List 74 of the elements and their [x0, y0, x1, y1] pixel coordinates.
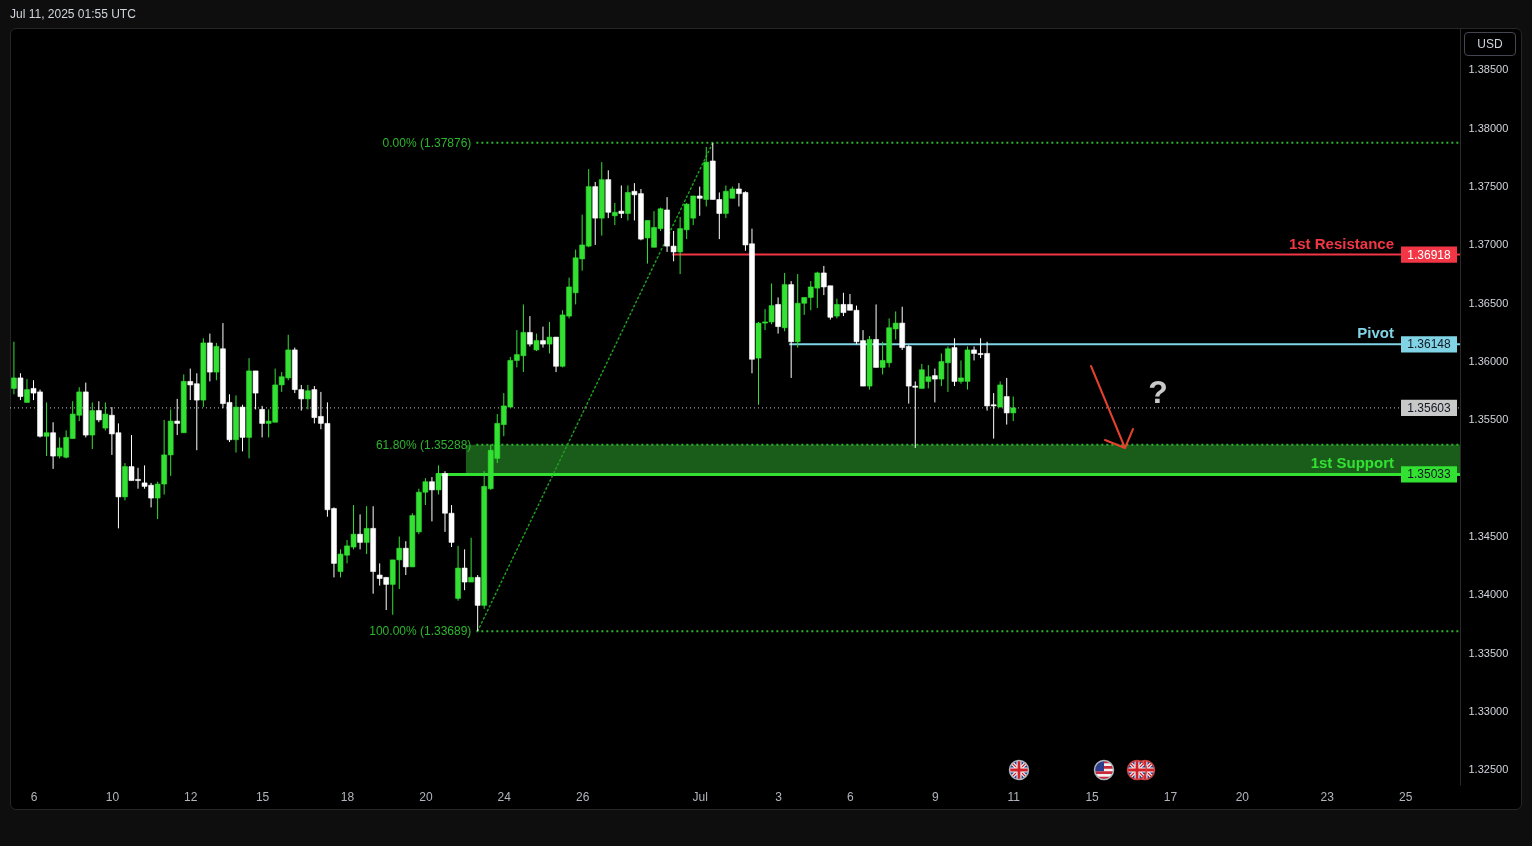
- candlestick: [625, 184, 631, 221]
- annotation: ?: [1148, 374, 1168, 410]
- candlestick: [1010, 396, 1017, 422]
- x-tick-label: 10: [105, 789, 120, 804]
- candlestick: [834, 298, 840, 319]
- x-tick-label: 15: [1085, 789, 1100, 804]
- annotation: 1.35603: [1407, 400, 1452, 415]
- candlestick: [932, 368, 938, 403]
- x-tick-label: 6: [847, 789, 855, 804]
- candlestick: [24, 378, 30, 403]
- x-tick-label: 25: [1398, 789, 1413, 804]
- x-tick-label: 11: [1007, 789, 1021, 804]
- candlestick: [546, 321, 553, 354]
- y-tick-label: 1.33500: [1468, 646, 1509, 659]
- candlestick: [305, 384, 311, 410]
- ref-line-label: 100.00% (1.33689): [369, 624, 472, 639]
- y-tick-label: 1.36500: [1468, 296, 1509, 309]
- candlestick: [259, 405, 265, 438]
- candlestick: [96, 400, 102, 423]
- annotation: 1.36148: [1407, 337, 1452, 352]
- candlestick: [403, 540, 409, 576]
- candlestick: [429, 476, 435, 522]
- y-tick-label: 1.32500: [1468, 763, 1509, 776]
- ref-line-label: 1st Support: [1310, 454, 1394, 472]
- candlestick: [252, 370, 259, 410]
- candlestick: [461, 548, 468, 591]
- x-tick-label: 18: [340, 789, 355, 804]
- x-tick-label: 20: [419, 789, 433, 804]
- y-tick-label: 1.33000: [1468, 705, 1509, 718]
- y-tick-label: 1.34500: [1468, 530, 1509, 543]
- x-tick-label: 6: [30, 789, 38, 804]
- y-tick-label: 1.36000: [1468, 355, 1509, 368]
- x-tick-label: Jul: [692, 789, 708, 804]
- ref-line-label: Pivot: [1357, 324, 1394, 342]
- y-tick-label: 1.37500: [1468, 180, 1509, 193]
- candlestick: [540, 326, 546, 349]
- x-tick-label: 23: [1320, 789, 1335, 804]
- y-tick-label: 1.38000: [1468, 121, 1509, 134]
- x-tick-label: 15: [255, 789, 270, 804]
- candlestick: [435, 464, 442, 496]
- candlestick: [1003, 377, 1010, 426]
- candlestick: [527, 315, 533, 347]
- y-axis-title: USD: [1464, 32, 1516, 56]
- y-tick-label: 1.37000: [1468, 238, 1509, 251]
- y-tick-label: 1.35500: [1468, 413, 1509, 426]
- ref-line-label: 1st Resistance: [1288, 234, 1394, 252]
- ref-line-label: 0.00% (1.37876): [382, 135, 472, 150]
- candlestick: [363, 505, 370, 555]
- candlestick: [618, 184, 625, 219]
- candlestick: [102, 401, 109, 431]
- candlestick: [11, 341, 17, 395]
- annotation: 1.35033: [1407, 467, 1452, 482]
- candlestick: [174, 398, 181, 436]
- x-tick-label: 9: [932, 789, 940, 804]
- text: Jul 11, 2025 01:55 UTC: [10, 7, 136, 21]
- x-tick-label: 3: [775, 789, 783, 804]
- candlestick: [775, 296, 781, 335]
- y-tick-label: 1.38500: [1468, 63, 1509, 76]
- ref-line-label: 61.80% (1.35288): [375, 437, 472, 452]
- candlestick: [997, 380, 1003, 408]
- candlestick: [696, 186, 703, 217]
- candlestick: [612, 202, 618, 226]
- y-tick-label: 1.34000: [1468, 588, 1509, 601]
- candlestick: [357, 513, 363, 550]
- candlestick: [43, 401, 50, 457]
- candlestick: [17, 372, 24, 401]
- x-tick-label: 24: [497, 789, 512, 804]
- x-tick-label: 26: [575, 789, 590, 804]
- x-tick-label: 17: [1163, 789, 1178, 804]
- annotation: 1.36918: [1407, 247, 1452, 262]
- candlestick: [468, 537, 474, 583]
- x-tick-label: 12: [184, 789, 198, 804]
- x-tick-label: 20: [1235, 789, 1250, 804]
- candlestick: [50, 421, 56, 470]
